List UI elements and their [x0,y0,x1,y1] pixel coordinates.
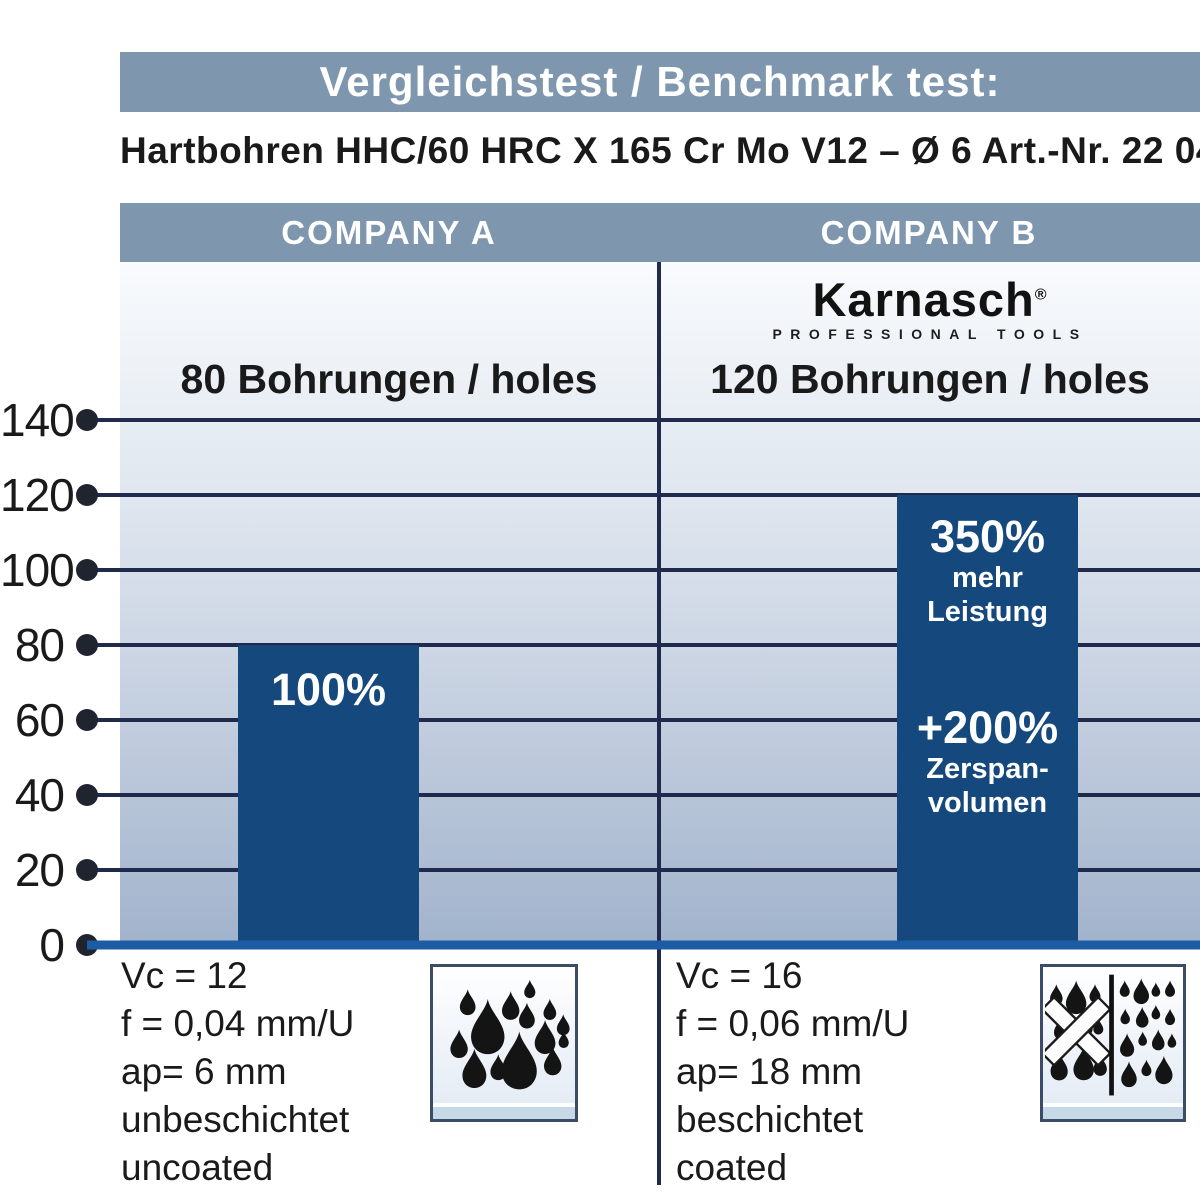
page-title: Vergleichstest / Benchmark test: [319,58,1001,105]
param-line: uncoated [121,1147,274,1188]
bar-b-volume-annotation: +200% Zerspan- volumen [916,702,1059,820]
bar-b-performance-annotation: 350% mehr Leistung [927,511,1048,629]
axis-dot-icon [76,784,98,806]
axis-dot-icon [76,409,98,431]
y-axis-tick-label: 120 [0,469,75,521]
gridline [87,718,1200,722]
gridline [87,418,1200,422]
axis-dot-icon [76,559,98,581]
dry-or-coolant-drops-icon [1040,964,1186,1122]
holes-count-company-a: 80 Bohrungen / holes [180,356,598,402]
param-line: coated [676,1147,788,1188]
bar-a-percent-label: 100% [270,664,387,715]
gridline [87,868,1200,872]
param-line: ap= 6 mm [121,1051,287,1092]
axis-dot-icon [76,709,98,731]
title-bar: Vergleichstest / Benchmark test: [120,52,1200,112]
y-axis-tick-label: 80 [14,619,65,671]
bar-company-b: 350% mehr Leistung +200% Zerspan- volume… [897,495,1078,945]
param-line: Vc = 16 [676,955,803,996]
y-axis-tick-label: 100 [0,544,75,596]
gridline [87,493,1200,497]
column-divider-line [657,262,661,1185]
y-axis-tick-label: 60 [14,694,65,746]
karnasch-wordmark: Karnasch® [812,273,1048,326]
param-line: f = 0,04 mm/U [121,1003,355,1044]
registered-trademark-symbol: ® [1034,286,1048,304]
karnasch-logo: Karnasch® PROFESSIONAL TOOLS [660,276,1200,342]
parameters-company-b: Vc = 16 f = 0,06 mm/U ap= 18 mm beschich… [676,952,909,1192]
holes-count-company-b: 120 Bohrungen / holes [710,356,1150,402]
param-line: beschichtet [676,1099,864,1140]
gridline [87,643,1200,647]
column-header-company-b: COMPANY B [820,213,1038,251]
param-line: f = 0,06 mm/U [676,1003,910,1044]
bar-company-a: 100% [238,645,419,945]
param-line: ap= 18 mm [676,1051,863,1092]
param-line: unbeschichtet [121,1099,350,1140]
axis-dot-icon [76,859,98,881]
column-header-company-a: COMPANY A [281,213,497,251]
y-axis-tick-label: 140 [0,394,75,446]
y-axis-tick-label: 40 [14,769,65,821]
x-axis-baseline [87,940,1200,950]
axis-dot-icon [76,634,98,656]
coolant-drops-icon [430,964,578,1122]
column-header-bar: COMPANY A COMPANY B [120,203,1200,262]
parameters-company-a: Vc = 12 f = 0,04 mm/U ap= 6 mm unbeschic… [121,952,354,1192]
no-coolant-cross [1045,996,1111,1066]
y-axis-tick-label: 20 [14,844,65,896]
gridline [87,793,1200,797]
karnasch-tagline: PROFESSIONAL TOOLS [772,326,1088,342]
chart-subtitle: Hartbohren HHC/60 HRC X 165 Cr Mo V12 – … [120,130,1200,171]
axis-dot-icon [76,484,98,506]
y-axis-tick-label: 0 [39,919,65,971]
gridline [87,568,1200,572]
param-line: Vc = 12 [121,955,248,996]
